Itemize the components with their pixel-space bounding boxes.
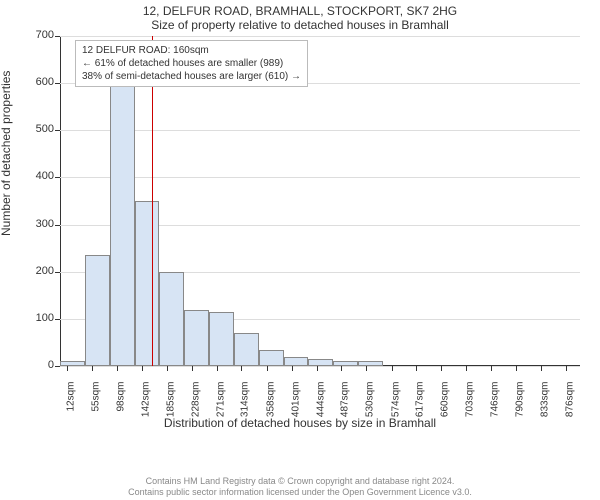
- y-tick-label: 400: [28, 170, 54, 182]
- x-tick-mark: [366, 366, 367, 371]
- histogram-bar: [234, 333, 259, 366]
- plot-area: 12 DELFUR ROAD: 160sqm ← 61% of detached…: [60, 36, 580, 366]
- annotation-box: 12 DELFUR ROAD: 160sqm ← 61% of detached…: [75, 40, 308, 87]
- y-tick-label: 100: [28, 312, 54, 324]
- x-tick-mark: [466, 366, 467, 371]
- x-tick-mark: [516, 366, 517, 371]
- footer-line1: Contains HM Land Registry data © Crown c…: [0, 476, 600, 487]
- histogram-bar: [308, 359, 333, 366]
- y-tick-label: 700: [28, 29, 54, 41]
- title-address: 12, DELFUR ROAD, BRAMHALL, STOCKPORT, SK…: [0, 4, 600, 18]
- x-tick-mark: [491, 366, 492, 371]
- y-tick-mark: [55, 130, 60, 131]
- x-tick-mark: [67, 366, 68, 371]
- histogram-bar: [333, 361, 358, 366]
- histogram-bar: [60, 361, 85, 366]
- y-tick-label: 300: [28, 218, 54, 230]
- histogram-bar: [284, 357, 309, 366]
- x-tick-mark: [441, 366, 442, 371]
- x-tick-mark: [142, 366, 143, 371]
- title-block: 12, DELFUR ROAD, BRAMHALL, STOCKPORT, SK…: [0, 0, 600, 32]
- y-tick-mark: [55, 319, 60, 320]
- x-tick-mark: [392, 366, 393, 371]
- annotation-line1: 12 DELFUR ROAD: 160sqm: [82, 44, 301, 57]
- histogram-bar: [110, 78, 135, 366]
- x-tick-mark: [416, 366, 417, 371]
- x-axis-label: Distribution of detached houses by size …: [0, 416, 600, 430]
- histogram-bar: [184, 310, 209, 366]
- x-tick-mark: [92, 366, 93, 371]
- x-tick-mark: [217, 366, 218, 371]
- y-tick-label: 0: [28, 359, 54, 371]
- x-tick-mark: [292, 366, 293, 371]
- title-subtitle: Size of property relative to detached ho…: [0, 18, 600, 32]
- histogram-bar: [135, 201, 160, 366]
- x-tick-mark: [317, 366, 318, 371]
- x-tick-mark: [192, 366, 193, 371]
- y-tick-mark: [55, 36, 60, 37]
- annotation-line3: 38% of semi-detached houses are larger (…: [82, 70, 301, 83]
- y-tick-mark: [55, 225, 60, 226]
- x-tick-mark: [341, 366, 342, 371]
- footer-attribution: Contains HM Land Registry data © Crown c…: [0, 476, 600, 500]
- gridline: [60, 366, 580, 367]
- histogram-bar: [209, 312, 234, 366]
- x-tick-mark: [167, 366, 168, 371]
- x-tick-mark: [267, 366, 268, 371]
- histogram-bar: [85, 255, 110, 366]
- y-tick-label: 200: [28, 265, 54, 277]
- y-tick-mark: [55, 366, 60, 367]
- x-tick-mark: [241, 366, 242, 371]
- y-axis-label: Number of detached properties: [0, 71, 13, 236]
- x-tick-mark: [117, 366, 118, 371]
- histogram-bar: [358, 361, 383, 366]
- y-tick-mark: [55, 272, 60, 273]
- x-tick-mark: [566, 366, 567, 371]
- chart-container: Number of detached properties 12 DELFUR …: [0, 36, 600, 436]
- histogram-bar: [259, 350, 284, 367]
- y-tick-mark: [55, 83, 60, 84]
- annotation-line2: ← 61% of detached houses are smaller (98…: [82, 57, 301, 70]
- y-tick-mark: [55, 177, 60, 178]
- y-tick-label: 600: [28, 76, 54, 88]
- footer-line2: Contains public sector information licen…: [0, 487, 600, 498]
- x-tick-mark: [541, 366, 542, 371]
- y-tick-label: 500: [28, 123, 54, 135]
- histogram-bar: [159, 272, 184, 366]
